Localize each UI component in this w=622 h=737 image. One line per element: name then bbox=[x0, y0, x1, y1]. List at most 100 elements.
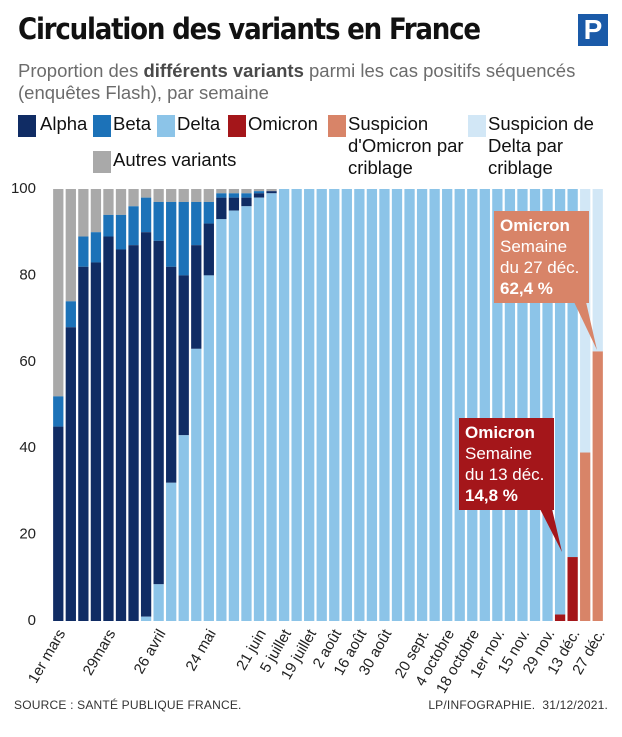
bar-segment bbox=[228, 210, 240, 621]
bar-segment bbox=[241, 193, 252, 198]
legend-swatch bbox=[468, 115, 486, 137]
bar-segment bbox=[542, 189, 553, 621]
x-tick-label: 24 mai bbox=[182, 626, 219, 673]
bar-segment bbox=[153, 584, 164, 621]
bar-segment bbox=[479, 189, 490, 621]
y-tick-label: 100 bbox=[11, 180, 36, 197]
legend-swatch bbox=[228, 115, 246, 137]
bar-segment bbox=[191, 348, 202, 621]
legend-swatch bbox=[328, 115, 346, 137]
bar-segment bbox=[128, 245, 139, 621]
bar-segment bbox=[90, 189, 102, 233]
bar-segment bbox=[253, 197, 265, 621]
bar-segment bbox=[115, 189, 127, 215]
bar-segment bbox=[278, 189, 290, 621]
logo: P bbox=[578, 14, 608, 46]
bar-segment bbox=[442, 189, 453, 621]
bar-segment bbox=[115, 214, 127, 250]
bar-segment bbox=[178, 189, 189, 202]
annotation-value: 14,8 % bbox=[465, 486, 518, 505]
annotation-text: du 27 déc. bbox=[500, 258, 580, 277]
chart-subtitle: Proportion des différents variants parmi… bbox=[18, 60, 613, 104]
bar-segment bbox=[153, 189, 164, 202]
bar-segment bbox=[266, 191, 277, 194]
x-tick-label: 1er mars bbox=[25, 626, 69, 686]
legend-label: Beta bbox=[113, 113, 152, 134]
bar-segment bbox=[90, 232, 102, 263]
subtitle-part: parmi les cas positifs séquencés (enquêt… bbox=[18, 60, 576, 103]
bar-segment bbox=[191, 201, 202, 246]
bar-segment bbox=[53, 189, 64, 397]
bar-segment bbox=[140, 232, 152, 617]
bar-segment bbox=[492, 189, 503, 621]
bar-segment bbox=[567, 189, 578, 558]
bar-segment bbox=[103, 236, 114, 621]
source: SOURCE : SANTÉ PUBLIQUE FRANCE. bbox=[14, 698, 242, 712]
annotation-title: Omicron bbox=[500, 216, 570, 235]
bar-segment bbox=[416, 189, 428, 621]
bar-segment bbox=[103, 214, 114, 237]
bar-segment bbox=[379, 189, 390, 621]
bar-segment bbox=[53, 396, 64, 427]
bar-segment bbox=[128, 189, 139, 207]
annotation-text: Semaine bbox=[465, 444, 533, 463]
bar-segment bbox=[228, 189, 240, 194]
bar-segment bbox=[316, 189, 327, 621]
bar-segment bbox=[53, 426, 64, 621]
bar-segment bbox=[78, 266, 89, 621]
bar-segment bbox=[291, 189, 302, 621]
bar-segment bbox=[203, 189, 214, 202]
bar-segment bbox=[65, 327, 76, 621]
y-tick-label: 0 bbox=[28, 612, 36, 629]
x-tick-label: 29mars bbox=[80, 626, 120, 678]
annotation-text: du 13 déc. bbox=[465, 465, 545, 484]
bar-segment bbox=[203, 275, 214, 621]
legend-label: Omicron bbox=[248, 113, 318, 134]
bar-segment bbox=[216, 189, 227, 194]
legend-label: Delta bbox=[177, 113, 221, 134]
annotation-value: 62,4 % bbox=[500, 279, 553, 298]
legend-label: Suspicion d'Omicron par criblage bbox=[348, 113, 464, 178]
bar-segment bbox=[153, 201, 164, 241]
y-tick-label: 20 bbox=[19, 526, 36, 543]
bar-segment bbox=[391, 189, 403, 621]
bar-segment bbox=[592, 189, 603, 352]
legend-swatch bbox=[93, 151, 111, 173]
subtitle-emphasis: différents variants bbox=[143, 60, 304, 81]
bar-segment bbox=[592, 351, 603, 621]
annotation-text: Semaine bbox=[500, 237, 568, 256]
bar-segment bbox=[140, 197, 152, 233]
bar-segment bbox=[529, 189, 541, 621]
bar-segment bbox=[191, 245, 202, 349]
chart-title: Circulation des variants en France bbox=[18, 12, 481, 46]
bar-segment bbox=[140, 189, 152, 198]
bar-segment bbox=[354, 189, 365, 621]
bar-segment bbox=[253, 193, 265, 198]
annotation-title: Omicron bbox=[465, 423, 535, 442]
bar-segment bbox=[341, 189, 352, 621]
bar-segment bbox=[228, 197, 240, 211]
bar-segment bbox=[216, 197, 227, 220]
bar-segment bbox=[517, 189, 528, 621]
bar-segment bbox=[304, 189, 315, 621]
bar-segment bbox=[404, 189, 415, 621]
bar-segment bbox=[580, 452, 591, 621]
bar-segment bbox=[166, 201, 177, 267]
bar-segment bbox=[65, 189, 76, 302]
bar-segment bbox=[329, 189, 340, 621]
bar-segment bbox=[253, 189, 265, 192]
bar-segment bbox=[567, 557, 578, 621]
annotation-pointer bbox=[540, 509, 562, 552]
annotation-box: Omicron Semaine du 27 déc. 62,4 % bbox=[494, 211, 589, 303]
bar-segment bbox=[228, 193, 240, 198]
y-tick-label: 60 bbox=[19, 353, 36, 370]
bar-segment bbox=[241, 189, 252, 194]
bar-segment bbox=[253, 191, 265, 194]
bar-segment bbox=[266, 189, 277, 192]
bar-segment bbox=[166, 189, 177, 202]
bar-segment bbox=[115, 249, 127, 622]
bar-segment bbox=[103, 189, 114, 215]
bar-segment bbox=[166, 266, 177, 483]
